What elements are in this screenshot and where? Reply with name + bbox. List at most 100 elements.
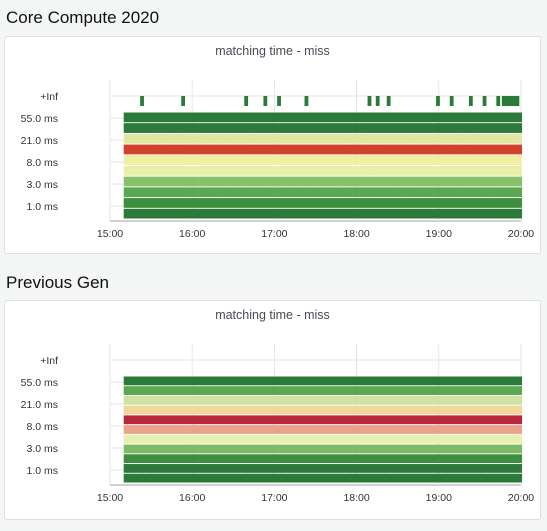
heatmap-cell [411, 454, 416, 464]
heatmap-cell [466, 395, 470, 405]
heatmap-cell [425, 176, 429, 187]
heatmap-cell [148, 444, 153, 454]
heatmap-cell [236, 395, 240, 405]
heatmap-cell [126, 176, 131, 187]
heatmap-cell [408, 434, 413, 444]
heatmap-cell [416, 473, 421, 483]
heatmap-cell [438, 425, 443, 434]
heatmap-cell [384, 144, 388, 155]
heatmap-cell [219, 425, 224, 434]
heatmap-cell [474, 376, 479, 386]
heatmap-cell [345, 155, 350, 165]
heatmap-cell [515, 473, 520, 483]
heatmap-cell [167, 112, 172, 123]
heatmap-cell [148, 464, 153, 473]
heatmap-cell [351, 112, 355, 123]
heatmap-cell [447, 444, 451, 454]
heatmap-cell [197, 405, 202, 415]
heatmap-cell [236, 405, 240, 415]
heatmap-cell [457, 187, 462, 198]
heatmap-cell [216, 473, 221, 483]
heatmap-cell [449, 112, 454, 123]
heatmap-cell [375, 473, 380, 483]
heatmap-cell [225, 425, 229, 434]
heatmap-cell [145, 198, 150, 208]
heatmap-cell [337, 464, 342, 473]
heatmap-cell [263, 395, 268, 405]
heatmap-cell [457, 133, 462, 144]
heatmap-cell [485, 144, 490, 155]
heatmap-cell [433, 112, 438, 123]
heatmap-cell [255, 144, 260, 155]
heatmap-cell [310, 198, 314, 208]
heatmap-cell [348, 112, 353, 123]
heatmap-cell [140, 473, 144, 483]
heatmap-cell [268, 473, 273, 483]
heatmap-cell [463, 123, 468, 133]
heatmap-cell [145, 187, 150, 198]
heatmap-cell [214, 454, 218, 464]
heatmap-cell [148, 434, 153, 444]
heatmap-cell [405, 155, 410, 165]
heatmap-cell [392, 454, 397, 464]
heatmap-cell [403, 425, 407, 434]
heatmap-cell [257, 123, 262, 133]
heatmap-cell [288, 112, 292, 123]
heatmap-cell [400, 386, 405, 395]
heatmap-cell [123, 198, 128, 208]
heatmap-cell [477, 112, 481, 123]
heatmap-cell [403, 208, 407, 219]
heatmap-cell [499, 176, 503, 187]
heatmap-cell [400, 376, 405, 386]
heatmap-cell [285, 112, 290, 123]
heatmap-cell [329, 208, 333, 219]
heatmap-cell [194, 434, 199, 444]
heatmap-cell [312, 405, 317, 415]
heatmap-cell [312, 464, 317, 473]
heatmap-cell [447, 395, 451, 405]
heatmap-cell [282, 415, 287, 425]
heatmap-cell [408, 376, 413, 386]
heatmap-cell [233, 155, 238, 165]
heatmap-cell [151, 473, 155, 483]
heatmap-cell [274, 434, 279, 444]
heatmap-cell [200, 133, 205, 144]
x-tick-label: 15:00 [97, 492, 123, 504]
heatmap-cell [466, 425, 470, 434]
heatmap-cell [422, 386, 427, 395]
heatmap-cell [216, 187, 221, 198]
heatmap-cell [433, 123, 438, 133]
heatmap-cell [367, 123, 372, 133]
heatmap-cell [282, 386, 287, 395]
heatmap-cell [403, 123, 407, 133]
heatmap-cell [351, 425, 355, 434]
heatmap-cell [252, 386, 257, 395]
heatmap-cell [304, 454, 309, 464]
heatmap-cell [466, 434, 470, 444]
heatmap-cell [515, 454, 520, 464]
heatmap-cell [222, 415, 227, 425]
heatmap-cell [436, 208, 440, 219]
heatmap-cell [359, 395, 364, 405]
heatmap-cell [457, 112, 462, 123]
heatmap-cell [326, 112, 331, 123]
heatmap-cell [479, 444, 484, 454]
heatmap-cell [244, 395, 249, 405]
x-tick-label: 18:00 [343, 228, 369, 240]
heatmap-cell [288, 166, 292, 176]
heatmap-cell [310, 176, 314, 187]
heatmap-cell [153, 395, 158, 405]
heatmap-cell [205, 144, 210, 155]
heatmap-cell [142, 473, 147, 483]
heatmap-cell [203, 473, 207, 483]
heatmap-cell [140, 405, 144, 415]
heatmap-cell [460, 187, 465, 198]
heatmap-cell [425, 395, 429, 405]
heatmap-cell [342, 166, 347, 176]
heatmap-cell [197, 112, 202, 123]
heatmap-cell [370, 123, 375, 133]
heatmap-cell [499, 386, 503, 395]
heatmap-cell [137, 425, 142, 434]
heatmap-cell [493, 415, 498, 425]
heatmap-cell [249, 198, 254, 208]
